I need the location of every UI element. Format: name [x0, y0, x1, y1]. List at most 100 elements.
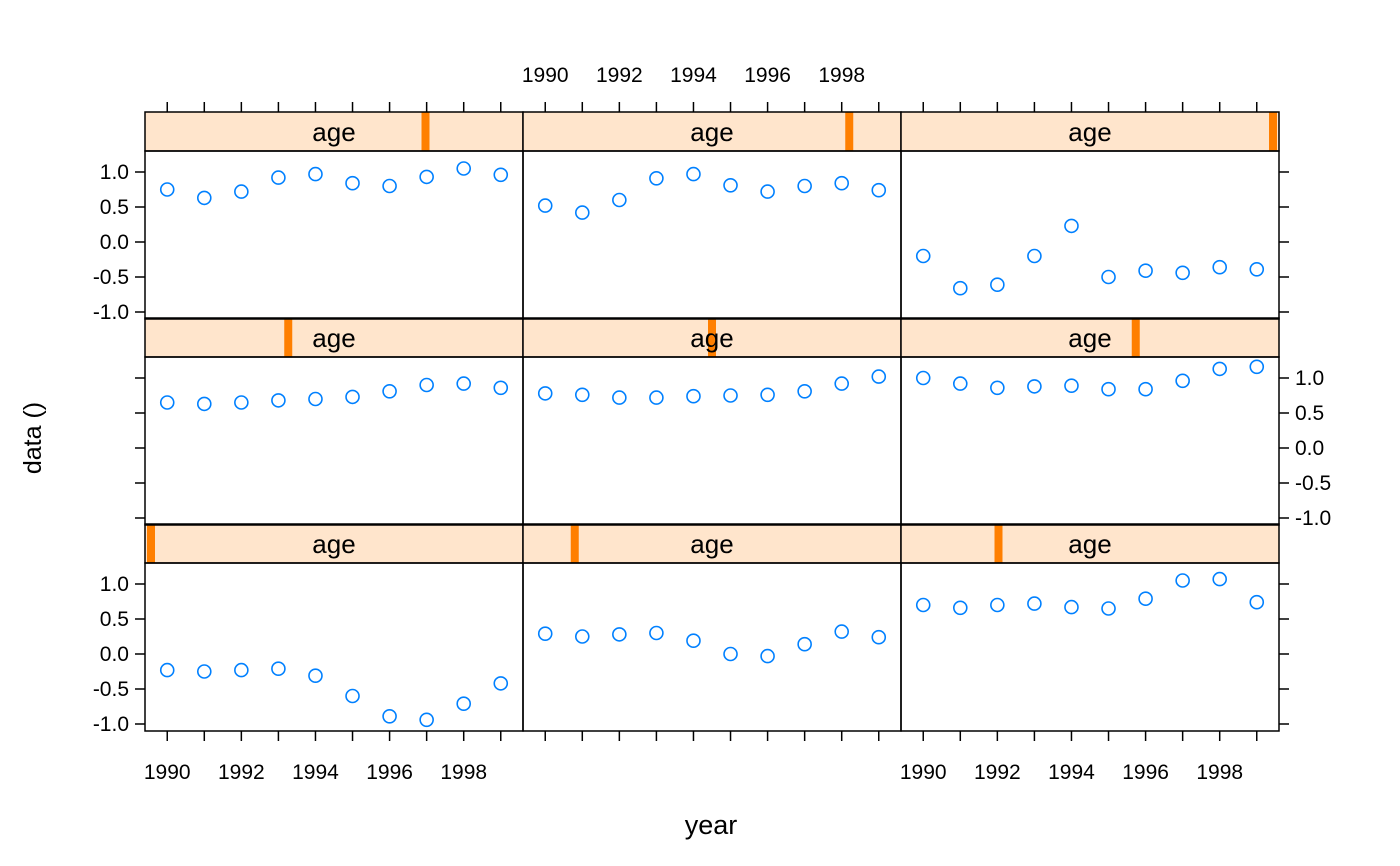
data-point	[1064, 218, 1079, 234]
y-axis-right-row3	[1279, 171, 1289, 313]
data-point	[234, 184, 249, 199]
data-point	[649, 390, 664, 405]
data-point	[915, 370, 931, 386]
y-tick-label: 1.0	[1295, 367, 1324, 390]
y-tick-label: 0.0	[1295, 437, 1324, 460]
data-point	[574, 629, 590, 644]
panel-7: age	[144, 111, 524, 320]
data-point	[871, 182, 887, 198]
x-tick-label: 1998	[818, 64, 865, 87]
panel-5: age	[522, 317, 902, 526]
data-point	[493, 676, 509, 691]
strip-background	[523, 112, 901, 151]
data-point	[1212, 571, 1228, 587]
x-axis-bottom-col2	[544, 731, 880, 741]
data-point	[159, 662, 175, 678]
strip-label: age	[690, 529, 733, 559]
data-point	[419, 712, 434, 728]
data-point	[834, 376, 850, 391]
y-axis-left-row3: -1.0 -0.5 0.0 0.5 1.0	[93, 161, 145, 324]
x-tick-label: 1994	[292, 761, 339, 784]
data-point	[797, 178, 812, 194]
data-point	[456, 376, 472, 391]
x-tick-label: 1990	[522, 64, 569, 87]
data-point	[990, 380, 1005, 396]
data-point	[159, 395, 175, 410]
x-tick-label: 1996	[744, 64, 791, 87]
panel-frame	[522, 150, 902, 320]
strip-label: age	[1068, 323, 1111, 353]
data-point	[1138, 263, 1153, 279]
x-axis-bottom-col3: 1990 1992 1994 1996 1998	[900, 731, 1258, 784]
x-tick-label: 1992	[218, 761, 265, 784]
data-point	[456, 161, 472, 176]
data-point	[382, 383, 397, 399]
panel-frame	[144, 562, 524, 732]
data-point	[537, 198, 553, 213]
x-axis-top-col3	[922, 102, 1258, 112]
y-axis-left-row2	[135, 377, 145, 519]
y-tick-label: -0.5	[93, 678, 129, 701]
x-tick-label: 1998	[440, 761, 487, 784]
x-tick-label: 1994	[1048, 761, 1095, 784]
data-point	[1138, 381, 1153, 397]
x-tick-label: 1992	[596, 64, 643, 87]
x-tick-label: 1992	[974, 761, 1021, 784]
panel-4: age	[144, 317, 524, 526]
data-point	[649, 625, 664, 641]
data-point	[382, 178, 397, 194]
data-point	[1138, 591, 1153, 607]
panel-8: age	[522, 111, 902, 320]
panel-frame	[144, 150, 524, 320]
data-point	[871, 369, 887, 384]
strip-background	[901, 112, 1279, 151]
strip-background	[145, 524, 523, 563]
data-point	[1249, 359, 1265, 375]
data-point	[574, 205, 590, 220]
data-point	[760, 184, 775, 199]
data-point	[537, 626, 553, 642]
data-point	[686, 633, 701, 649]
y-tick-label: 0.0	[100, 231, 129, 254]
data-point	[797, 383, 812, 399]
data-point	[612, 192, 627, 208]
data-point	[419, 377, 434, 393]
panel-2: age	[522, 523, 902, 732]
y-tick-label: 0.5	[100, 608, 129, 631]
data-point	[1249, 261, 1265, 277]
data-point	[159, 182, 175, 197]
y-tick-label: 0.5	[100, 196, 129, 219]
y-tick-label: -1.0	[1295, 507, 1331, 530]
panel-frame	[900, 150, 1280, 320]
data-point	[915, 248, 931, 264]
panel-frame	[144, 356, 524, 526]
data-point	[760, 387, 775, 403]
strip-background	[145, 112, 523, 151]
panel-1: age	[144, 523, 524, 732]
x-axis-title: year	[685, 810, 738, 840]
data-point	[834, 624, 850, 639]
strip-label: age	[312, 323, 355, 353]
data-point	[234, 395, 249, 410]
panels-layer: age age age age age age age age age	[144, 111, 1280, 732]
y-tick-label: 1.0	[100, 573, 129, 596]
panel-6: age	[900, 317, 1280, 526]
strip-level-marker	[845, 112, 854, 151]
y-tick-label: 0.0	[100, 643, 129, 666]
data-point	[612, 390, 627, 405]
data-point	[952, 600, 968, 616]
y-axis-title: data ()	[19, 402, 47, 474]
y-tick-label: 0.5	[1295, 402, 1324, 425]
y-tick-label: -0.5	[1295, 472, 1331, 495]
strip-background	[145, 318, 523, 357]
data-point	[1175, 573, 1190, 588]
data-point	[1249, 594, 1265, 610]
data-point	[834, 175, 850, 191]
y-tick-label: -1.0	[93, 301, 129, 324]
strip-background	[523, 524, 901, 563]
y-tick-label: -1.0	[93, 713, 129, 736]
data-point	[649, 171, 664, 186]
data-point	[723, 178, 738, 193]
x-tick-label: 1996	[366, 761, 413, 784]
data-point	[1212, 259, 1228, 275]
